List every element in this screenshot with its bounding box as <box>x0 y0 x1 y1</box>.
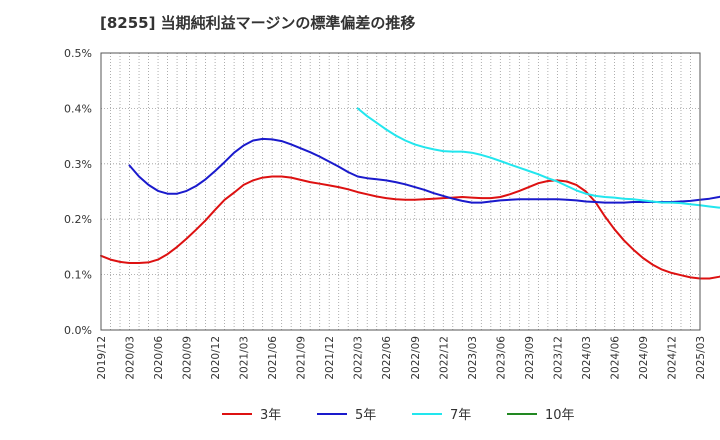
x-tick-label: 2020/03 <box>125 336 137 380</box>
x-tick-label: 2022/09 <box>410 336 422 380</box>
series-line-0 <box>100 175 720 280</box>
x-tick-label: 2021/09 <box>296 336 308 380</box>
x-tick-label: 2019/12 <box>96 336 108 380</box>
x-tick-label: 2024/06 <box>609 336 621 380</box>
x-tick-label: 2024/03 <box>581 336 593 380</box>
x-tick-label: 2020/09 <box>182 336 194 380</box>
legend-label-3: 10年 <box>545 408 575 423</box>
x-tick-label: 2022/03 <box>353 336 365 380</box>
axis-layer: 0.0% 0.1% 0.2% 0.3% 0.4% 0.5% 2019/12 2020/03 20… <box>64 47 707 380</box>
grid-layer <box>100 52 701 331</box>
x-tick-label: 2022/12 <box>438 336 450 380</box>
series-line-1 <box>128 137 720 204</box>
x-tick-label: 2023/03 <box>467 336 479 380</box>
legend-label-2: 7年 <box>450 408 471 423</box>
x-tick-label: 2022/06 <box>381 336 393 380</box>
x-tick-label: 2020/12 <box>210 336 222 380</box>
x-tick-label: 2023/12 <box>552 336 564 380</box>
legend-label-0: 3年 <box>260 408 281 423</box>
y-tick-label: 0.4% <box>64 102 92 115</box>
x-tick-label: 2023/06 <box>495 336 507 380</box>
x-tick-label: 2020/06 <box>153 336 165 380</box>
y-tick-label: 0.5% <box>64 47 92 60</box>
y-tick-label: 0.2% <box>64 213 92 226</box>
chart-legend: 3年 5年 7年 10年 <box>222 408 575 423</box>
plot-border <box>100 52 701 331</box>
x-tick-label: 2021/06 <box>267 336 279 380</box>
series-layer <box>100 107 720 280</box>
x-tick-label: 2021/12 <box>324 336 336 380</box>
x-tick-label: 2024/09 <box>638 336 650 380</box>
y-tick-label: 0.3% <box>64 158 92 171</box>
y-tick-label: 0.0% <box>64 324 92 337</box>
y-tick-label: 0.1% <box>64 269 92 282</box>
chart-title: [8255] 当期純利益マージンの標準偏差の推移 <box>100 14 416 32</box>
series-line-2 <box>356 107 720 209</box>
legend-label-1: 5年 <box>355 408 376 423</box>
x-tick-label: 2023/09 <box>524 336 536 380</box>
x-tick-label: 2025/03 <box>695 336 707 380</box>
x-tick-label: 2024/12 <box>666 336 678 380</box>
x-tick-label: 2021/03 <box>239 336 251 380</box>
